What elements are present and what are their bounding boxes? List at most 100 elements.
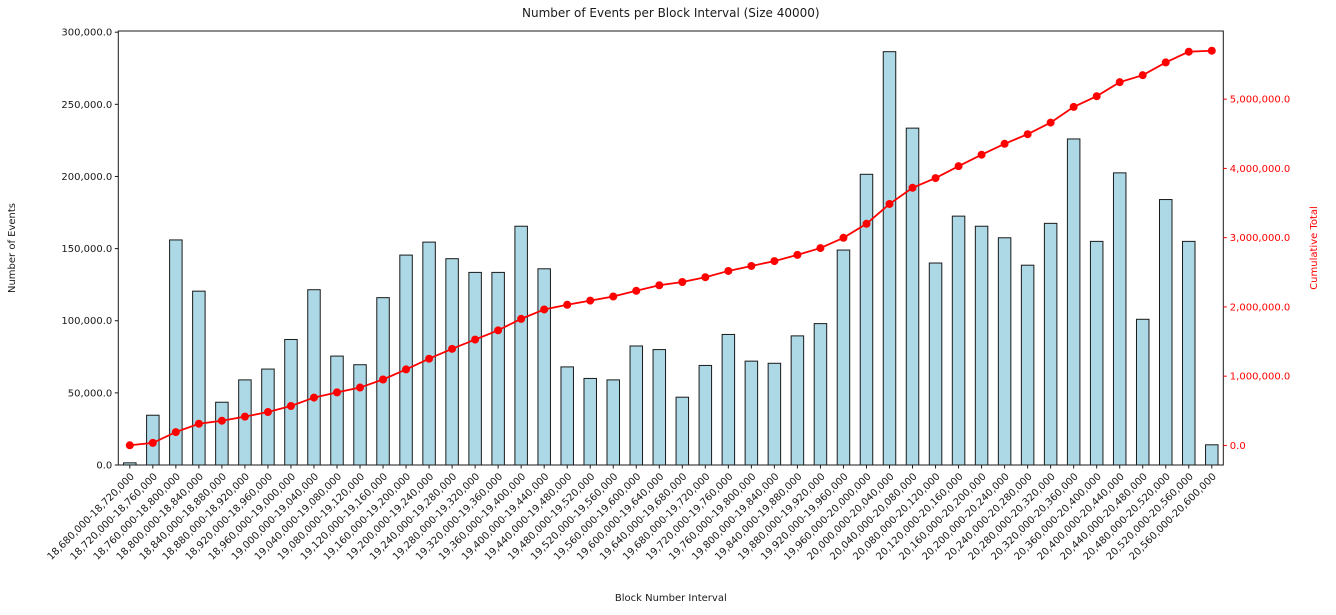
bar [744,360,759,466]
bar [445,258,459,466]
right-axis-tick-label: 0.0 [1230,441,1246,452]
bar [1205,444,1219,466]
cumulative-point [1046,118,1055,127]
left-axis-tick-label: 150,000.0 [61,244,112,255]
cumulative-point [747,261,756,270]
right-axis-tick-label: 4,000,000.0 [1230,164,1290,175]
bar [951,215,966,466]
left-axis-tick-label: 200,000.0 [61,172,112,183]
bar [1182,240,1196,466]
cumulative-point [908,183,917,192]
cumulative-point [240,412,249,421]
left-axis-tick-label: 50,000.0 [68,388,113,399]
bar [698,364,713,466]
bar [928,262,943,466]
cumulative-point [1161,58,1170,67]
bar [1020,264,1035,466]
cumulative-point [724,266,733,275]
cumulative-point [379,375,388,384]
cumulative-point [356,383,365,392]
bar [399,254,413,466]
cumulative-point [194,419,203,428]
cumulative-line [129,49,1212,447]
cumulative-point [839,233,848,242]
bar [675,396,690,466]
bar [997,237,1012,466]
bar [1089,240,1104,466]
bar [238,379,252,466]
cumulative-point [632,286,641,295]
cumulative-point [263,408,272,417]
bar [192,290,206,466]
bar [1066,138,1081,466]
bar [422,241,436,466]
bar [974,225,989,466]
cumulative-point [701,273,710,282]
right-axis-tick-label: 1,000,000.0 [1230,372,1290,383]
bar [307,289,321,466]
cumulative-point [148,438,157,447]
cumulative-point [770,257,779,266]
bar [652,349,667,466]
cumulative-point [678,277,687,286]
cumulative-point [425,354,434,363]
bar [468,271,482,466]
bar [721,333,736,466]
cumulative-point [655,281,664,290]
bar [261,368,275,466]
bar [606,379,620,466]
left-axis-tick-label: 0.0 [96,461,112,472]
bar [491,271,505,466]
right-axis-tick-label: 5,000,000.0 [1230,95,1290,106]
bar [353,364,367,466]
plot-border [117,30,1224,466]
cumulative-point [885,199,894,208]
cumulative-point [402,365,411,374]
cumulative-point [1023,130,1032,139]
bar [1043,222,1058,466]
left-axis-tick-label: 300,000.0 [61,28,112,39]
chart-title: Number of Events per Block Interval (Siz… [522,6,820,20]
cumulative-point [494,326,503,335]
cumulative-point [471,335,480,344]
cumulative-point [816,244,825,253]
cumulative-point [586,296,595,305]
left-axis-title: Number of Events [7,203,18,293]
bar [813,323,828,466]
cumulative-point [171,428,180,437]
cumulative-point [1207,46,1216,55]
cumulative-point [954,162,963,171]
cumulative-point [1000,139,1009,148]
cumulative-point [1115,78,1124,87]
right-axis-title: Cumulative Total [1309,206,1320,290]
bar [836,249,851,466]
left-axis-tick-label: 250,000.0 [61,100,112,111]
bar [514,225,528,466]
cumulative-point [125,441,134,450]
bar [330,355,344,466]
left-axis-tick-label: 100,000.0 [61,316,112,327]
cumulative-point [1184,47,1193,56]
bar [1112,172,1127,466]
bar [560,366,574,466]
cumulative-point [862,219,871,228]
bar [859,173,874,466]
cumulative-point [1092,92,1101,101]
bar [882,51,897,466]
bar [215,401,229,466]
cumulative-point [1138,71,1147,80]
right-axis-tick-label: 3,000,000.0 [1230,233,1290,244]
cumulative-point [793,250,802,259]
bar [629,345,644,466]
x-axis-title: Block Number Interval [615,593,727,604]
bar [767,362,782,466]
cumulative-point [1069,102,1078,111]
cumulative-point [286,402,295,410]
cumulative-point [517,314,526,323]
bar [1135,318,1150,466]
cumulative-point [931,174,940,183]
bar [537,268,551,466]
bar [583,377,597,466]
cumulative-point [448,344,457,353]
